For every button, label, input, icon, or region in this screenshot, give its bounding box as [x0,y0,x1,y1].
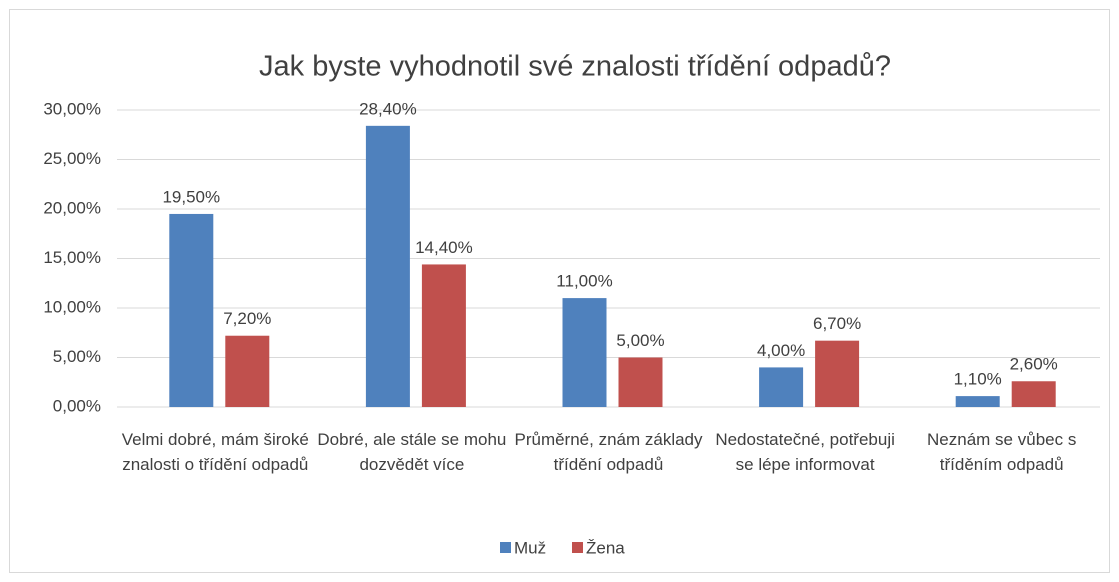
bar [955,396,1000,407]
data-label: 6,70% [813,314,861,333]
bar [759,367,804,407]
legend-label: Muž [514,538,546,557]
data-label: 4,00% [757,341,805,360]
x-tick-label: Průměrné, znám základy třídění odpadů [514,430,703,474]
chart-title: Jak byste vyhodnotil své znalosti tříděn… [259,51,891,83]
y-tick-label: 20,00% [43,198,101,217]
bar [1011,381,1056,407]
legend-swatch [500,542,511,553]
data-label: 14,40% [415,238,473,257]
y-tick-label: 30,00% [43,99,101,118]
bar [225,335,270,407]
data-label: 2,60% [1010,355,1058,374]
data-label: 19,50% [162,187,220,206]
y-tick-label: 0,00% [53,396,101,415]
data-label: 1,10% [954,370,1002,389]
data-label: 7,20% [223,309,271,328]
bar [421,264,466,407]
data-label: 11,00% [556,272,612,291]
y-tick-label: 15,00% [43,248,101,267]
bar [562,298,607,407]
legend-swatch [572,542,583,553]
data-label: 28,40% [359,99,417,118]
bar [169,213,214,407]
x-tick-label: Neznám se vůbec s tříděním odpadů [927,430,1077,474]
x-tick-label: Dobré, ale stále se mohu dozvědět více [317,430,507,474]
bar [365,125,410,407]
y-tick-label: 25,00% [43,149,101,168]
x-tick-label: Nedostatečné, potřebuji se lépe informov… [715,430,895,474]
data-label: 5,00% [616,331,664,350]
bar [815,340,860,407]
bar [618,357,663,407]
legend-label: Žena [586,538,625,557]
x-tick-label: Velmi dobré, mám široké znalosti o třídě… [121,430,309,474]
y-tick-label: 5,00% [53,347,101,366]
y-tick-label: 10,00% [43,297,101,316]
